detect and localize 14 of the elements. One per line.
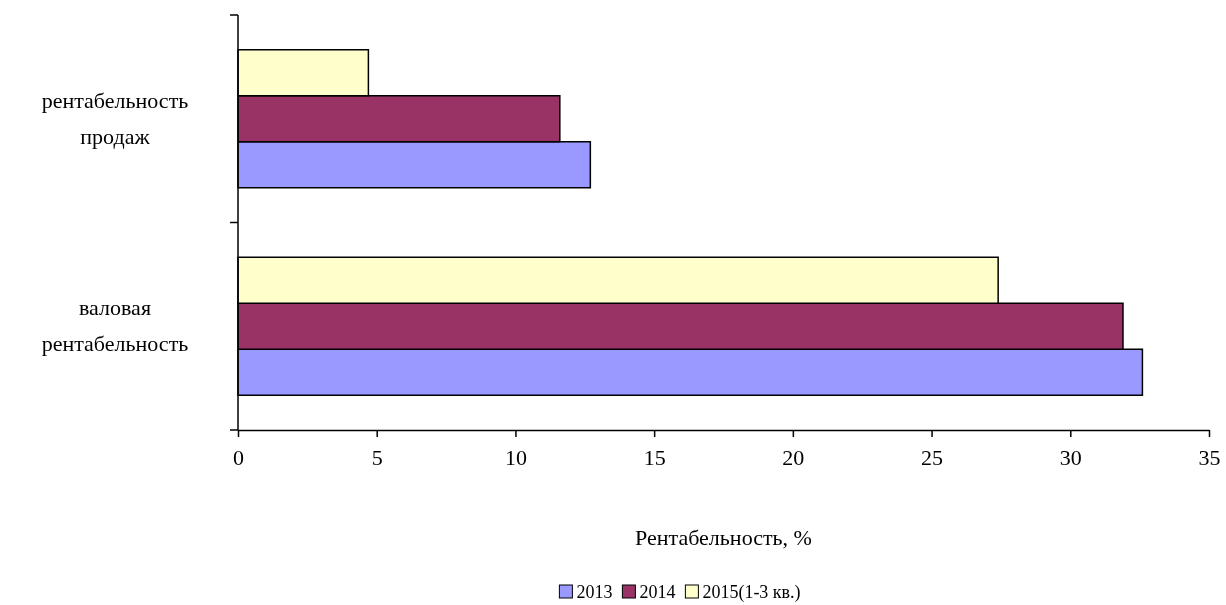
legend-label: 2015(1-3 кв.) xyxy=(702,582,801,603)
x-axis-title: Рентабельность, % xyxy=(635,525,812,550)
legend-label: 2013 xyxy=(576,582,613,602)
x-tick-label: 35 xyxy=(1198,444,1221,470)
y-tick-label: валовая рентабельность xyxy=(41,295,189,357)
x-tick-label: 5 xyxy=(371,444,383,470)
y-tick-label: рентабельность продаж xyxy=(41,87,189,149)
legend-label: 2014 xyxy=(639,582,676,602)
x-tick-label: 10 xyxy=(504,444,527,470)
x-tick-label: 15 xyxy=(643,444,666,470)
x-tick-label: 0 xyxy=(233,444,244,470)
x-tick-label: 20 xyxy=(782,444,805,470)
x-tick-label: 25 xyxy=(921,444,944,470)
x-tick-label: 30 xyxy=(1059,444,1082,470)
